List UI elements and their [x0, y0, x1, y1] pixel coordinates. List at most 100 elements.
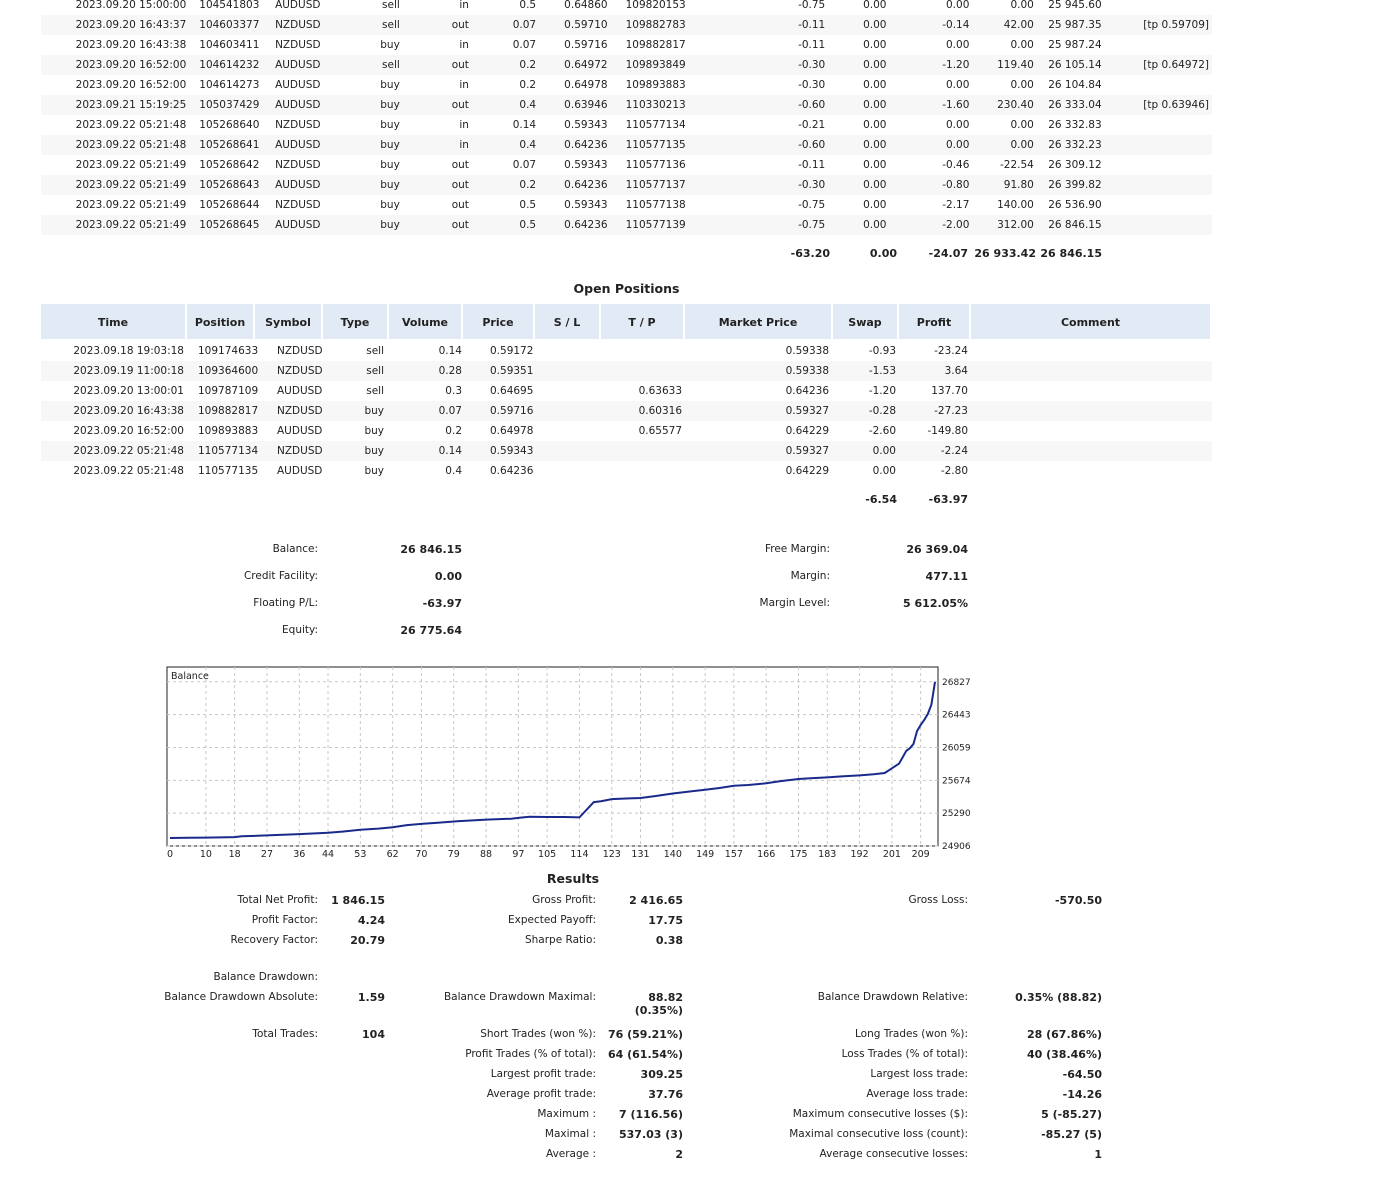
x-tick-label: 79: [448, 849, 460, 860]
maximum-label: Maximum :: [537, 1108, 596, 1120]
maximal-consec-loss-value: -85.27 (5): [1041, 1128, 1102, 1141]
short-trades-label: Short Trades (won %):: [480, 1028, 596, 1040]
deal-comment-cell: [1106, 35, 1212, 55]
op-volume-cell: 0.14: [438, 345, 462, 357]
deal-dir-cell: out: [451, 179, 469, 191]
op-volume-cell: 0.07: [438, 405, 462, 417]
deal-profit-cell: -2.17: [942, 199, 970, 211]
op-price-cell: 0.59351: [490, 365, 534, 377]
op-header-cell: Type: [323, 304, 389, 339]
deal-comment-cell: [1106, 115, 1212, 135]
op-price-cell: 0.64695: [490, 385, 534, 397]
bdd-abs-value: 1.59: [357, 991, 385, 1004]
y-tick-label: 26827: [942, 678, 971, 688]
op-row: 2023.09.22 05:21:48 110577134 NZDUSD buy 0.1…: [41, 441, 1212, 461]
deal-deal-cell: 104603377: [199, 19, 260, 31]
y-tick-label: 26443: [942, 711, 971, 721]
average-value: 2: [675, 1148, 683, 1161]
x-axis-ticks: 0 10 18 27 36 44 53 62 70 79 88 97 105 114 123 131 140 14…: [167, 849, 930, 860]
deal-time-cell: 2023.09.22 05:21:49: [75, 159, 187, 171]
deal-swap-cell: 0.00: [863, 139, 887, 151]
profit-trades-value: 64 (61.54%): [607, 1048, 683, 1061]
op-profit-cell: -2.24: [940, 445, 968, 457]
deal-order-cell: 109820153: [625, 0, 686, 11]
deal-symbol-cell: AUDUSD: [275, 0, 321, 11]
bdd-abs-label: Balance Drawdown Absolute:: [164, 991, 318, 1003]
x-tick-label: 157: [725, 849, 743, 860]
deal-balance-cell: 25 987.35: [1048, 19, 1102, 31]
deal-symbol-cell: NZDUSD: [275, 39, 321, 51]
deal-commission-cell: -0.75: [798, 219, 826, 231]
deal-type-cell: sell: [382, 59, 400, 71]
op-market-cell: 0.64229: [785, 425, 829, 437]
op-time-cell: 2023.09.20 16:43:38: [73, 405, 184, 417]
deal-price-cell: 0.59716: [564, 39, 608, 51]
deal-price-cell: 0.64236: [564, 179, 608, 191]
deal-symbol-cell: NZDUSD: [275, 19, 321, 31]
op-row: 2023.09.20 16:52:00 109893883 AUDUSD buy 0.2…: [41, 421, 1212, 441]
op-time-cell: 2023.09.20 16:52:00: [73, 425, 184, 437]
y-tick-label: 24906: [942, 842, 971, 852]
deal-profit-cell: -1.60: [942, 99, 970, 111]
deal-time-cell: 2023.09.21 15:19:25: [75, 99, 187, 111]
deal-balance-cell: 26 333.04: [1048, 99, 1102, 111]
deal-balance-amount-cell: 91.80: [1003, 179, 1034, 191]
deal-order-cell: 109882817: [625, 39, 686, 51]
deals-total-profit: -24.07: [928, 247, 968, 260]
deal-volume-cell: 0.4: [519, 99, 537, 111]
gross-loss-label: Gross Loss:: [908, 894, 969, 906]
deal-balance-cell: 26 105.14: [1048, 59, 1102, 71]
bdd-rel-value: 0.35% (88.82): [1015, 991, 1102, 1004]
deal-symbol-cell: AUDUSD: [275, 219, 321, 231]
deal-type-cell: buy: [380, 199, 400, 211]
equity-label: Equity:: [282, 624, 318, 636]
deal-profit-cell: 0.00: [946, 39, 970, 51]
op-market-cell: 0.59327: [785, 445, 829, 457]
deal-order-cell: 110330213: [625, 99, 686, 111]
op-time-cell: 2023.09.22 05:21:48: [73, 465, 184, 477]
deal-time-cell: 2023.09.22 05:21:49: [75, 179, 187, 191]
op-type-cell: sell: [366, 345, 384, 357]
deal-volume-cell: 0.5: [519, 219, 537, 231]
deal-dir-cell: out: [451, 99, 469, 111]
deal-volume-cell: 0.07: [512, 159, 537, 171]
maximum-value: 7 (116.56): [619, 1108, 683, 1121]
expected-payoff-label: Expected Payoff:: [507, 914, 596, 926]
op-header-cell: Symbol: [255, 304, 323, 339]
deal-symbol-cell: NZDUSD: [275, 199, 321, 211]
deal-dir-cell: out: [451, 59, 469, 71]
op-price-cell: 0.64978: [490, 425, 534, 437]
deal-price-cell: 0.59343: [564, 199, 608, 211]
deal-order-cell: 109893883: [625, 79, 686, 91]
deal-volume-cell: 0.5: [519, 199, 537, 211]
op-price-cell: 0.64236: [490, 465, 534, 477]
balance-chart: Balance 0 10 18 27 36 44 53 62 70 79 88 97 105 114 123…: [166, 666, 971, 860]
op-row: 2023.09.20 13:00:01 109787109 AUDUSD sell 0.…: [41, 381, 1212, 401]
margin-label: Margin:: [790, 570, 830, 582]
op-symbol-cell: AUDUSD: [277, 425, 323, 437]
deal-symbol-cell: AUDUSD: [275, 59, 321, 71]
deals-total-balance: 26 846.15: [1040, 247, 1102, 260]
chart-grid: [167, 667, 938, 847]
deal-deal-cell: 104614232: [199, 59, 260, 71]
sharpe-value: 0.38: [655, 934, 683, 947]
avg-consec-losses-value: 1: [1094, 1148, 1102, 1161]
op-header-cell: T / P: [601, 304, 685, 339]
deal-profit-cell: 0.00: [946, 0, 970, 11]
balance-label: Balance:: [272, 543, 318, 555]
gross-loss-value: -570.50: [1054, 894, 1102, 907]
deal-time-cell: 2023.09.20 16:43:38: [75, 39, 187, 51]
deal-balance-amount-cell: 0.00: [1010, 79, 1034, 91]
max-consec-losses-label: Maximum consecutive losses ($):: [792, 1108, 968, 1120]
deal-swap-cell: 0.00: [863, 199, 887, 211]
deal-type-cell: sell: [382, 19, 400, 31]
x-tick-label: 53: [354, 849, 366, 860]
deal-profit-cell: -1.20: [942, 59, 970, 71]
x-tick-label: 175: [789, 849, 807, 860]
op-header-cell: S / L: [535, 304, 601, 339]
x-tick-label: 201: [883, 849, 901, 860]
x-tick-label: 70: [415, 849, 427, 860]
op-profit-cell: 137.70: [931, 385, 968, 397]
op-type-cell: buy: [364, 405, 384, 417]
